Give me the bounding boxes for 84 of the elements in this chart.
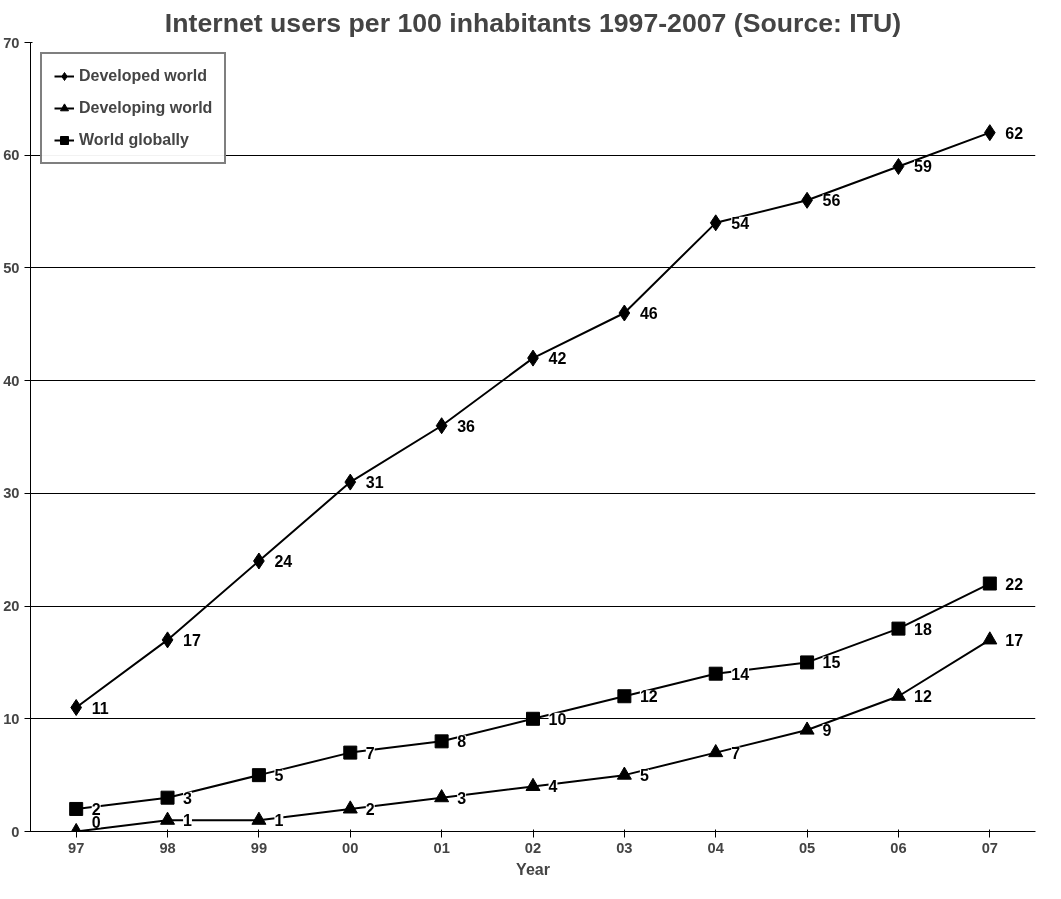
point xyxy=(617,689,632,704)
y-tick-label: 60 xyxy=(3,147,20,164)
y-tick-label: 10 xyxy=(3,710,20,727)
y-tick-label: 50 xyxy=(3,259,20,276)
data-label: 59 xyxy=(913,158,932,176)
point xyxy=(800,655,815,670)
x-tick-label: 00 xyxy=(342,839,359,856)
data-label: 5 xyxy=(274,767,284,785)
legend-label: World globally xyxy=(79,131,189,149)
data-label: 17 xyxy=(183,631,201,649)
data-label: 17 xyxy=(1005,631,1024,649)
data-label: 12 xyxy=(639,688,658,706)
x-tick-label: 97 xyxy=(68,839,85,856)
data-label: 1 xyxy=(274,812,284,830)
y-tick-label: 40 xyxy=(3,372,20,389)
point xyxy=(160,790,175,805)
point xyxy=(435,417,448,435)
point xyxy=(983,124,996,142)
point xyxy=(70,699,83,717)
point xyxy=(69,801,84,816)
point xyxy=(982,631,998,645)
point xyxy=(799,721,815,735)
x-tick-label: 03 xyxy=(616,839,633,856)
data-label: 36 xyxy=(457,417,476,435)
data-label: 56 xyxy=(822,192,841,210)
point xyxy=(344,473,357,491)
data-label: 15 xyxy=(822,654,841,672)
data-label: 7 xyxy=(365,744,375,762)
x-tick-label: 99 xyxy=(250,839,268,856)
data-label: 12 xyxy=(913,688,932,706)
point xyxy=(708,666,723,681)
data-label: 9 xyxy=(822,722,832,740)
data-label: 3 xyxy=(457,789,467,807)
legend-label: Developed world xyxy=(79,67,208,85)
data-label: 3 xyxy=(183,789,193,807)
data-label: 10 xyxy=(548,710,567,728)
data-label: 7 xyxy=(731,744,741,762)
data-label: 46 xyxy=(639,305,658,323)
point xyxy=(982,576,997,591)
data-label: 14 xyxy=(731,665,750,683)
data-label: 54 xyxy=(731,214,750,232)
x-tick-label: 02 xyxy=(524,839,542,856)
data-label: 31 xyxy=(365,474,384,492)
data-label: 62 xyxy=(1005,124,1024,142)
point xyxy=(161,631,174,649)
x-tick-label: 01 xyxy=(433,839,450,856)
data-label: 18 xyxy=(913,620,932,638)
point xyxy=(434,789,450,803)
x-tick-label: 98 xyxy=(159,839,176,856)
y-tick-label: 70 xyxy=(3,34,20,51)
data-label: 4 xyxy=(548,778,558,796)
data-label: 5 xyxy=(639,767,649,785)
x-tick-label: 07 xyxy=(981,839,998,856)
point xyxy=(342,800,358,814)
point xyxy=(708,744,724,758)
data-label: 11 xyxy=(91,699,109,717)
x-tick-label: 04 xyxy=(707,839,725,856)
point xyxy=(618,304,631,322)
point xyxy=(890,687,906,701)
point xyxy=(434,734,449,749)
point xyxy=(525,777,541,791)
y-tick-label: 30 xyxy=(3,485,20,502)
data-label: 8 xyxy=(457,733,467,751)
point xyxy=(251,811,267,825)
point xyxy=(343,745,358,760)
x-tick-label: 06 xyxy=(890,839,907,856)
data-label: 22 xyxy=(1005,575,1024,593)
point xyxy=(616,766,632,780)
chart-title: Internet users per 100 inhabitants 1997-2007 (Source: ITU) xyxy=(164,7,902,38)
legend-label: Developing world xyxy=(79,99,213,117)
point xyxy=(891,621,906,636)
y-tick-label: 20 xyxy=(3,598,20,615)
x-tick-label: 05 xyxy=(798,839,816,856)
point xyxy=(251,768,266,783)
point xyxy=(709,214,722,232)
data-label: 2 xyxy=(365,800,375,818)
data-label: 24 xyxy=(274,552,293,570)
point xyxy=(892,157,905,175)
y-tick-label: 0 xyxy=(11,823,20,840)
point xyxy=(160,811,176,825)
data-label: 1 xyxy=(183,812,193,830)
x-axis-title: Year xyxy=(516,860,550,878)
data-label: 42 xyxy=(548,350,567,368)
point xyxy=(526,711,540,726)
